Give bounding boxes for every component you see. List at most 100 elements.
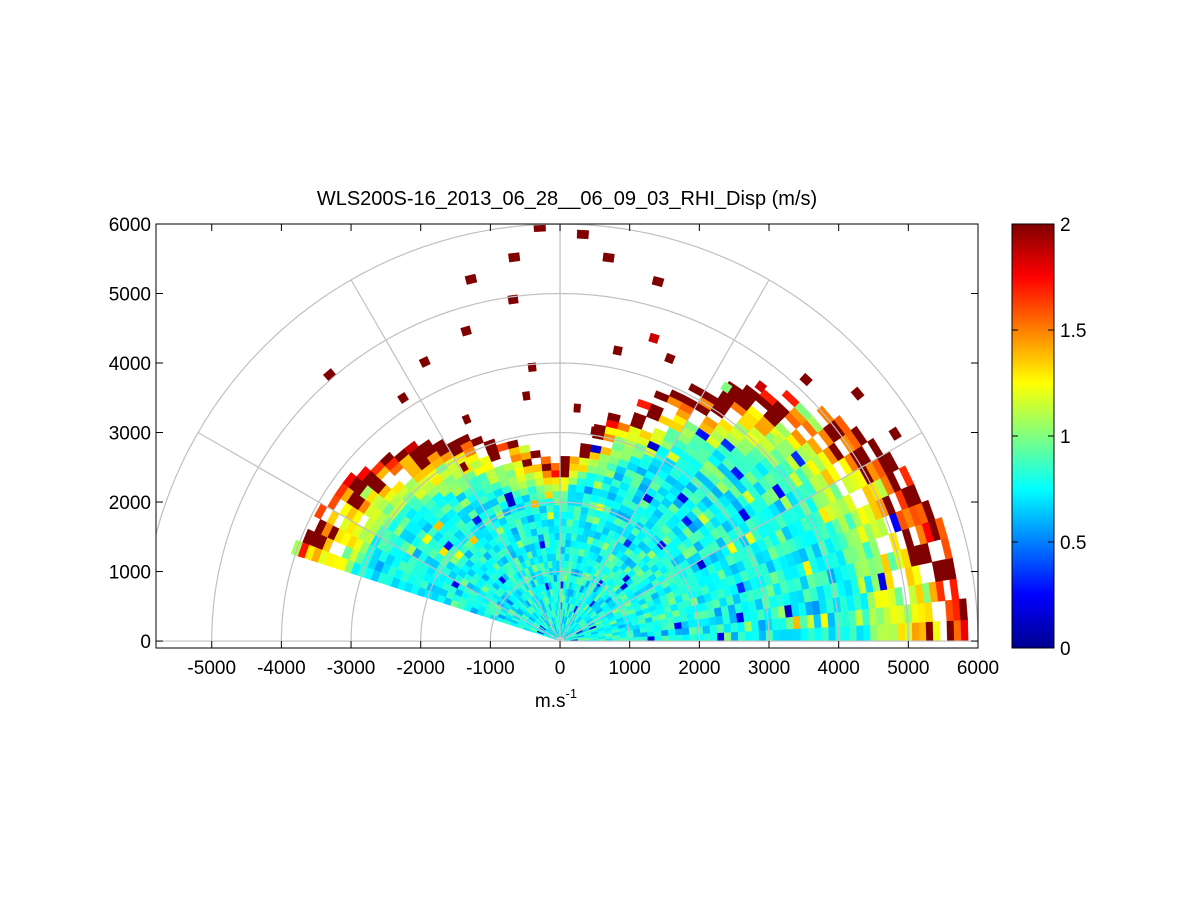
colorbar-tick-label: 1	[1060, 427, 1071, 448]
rhi-cell	[850, 425, 868, 446]
colorbar: 0 0.5 1 1.5 2	[1011, 215, 1086, 660]
rhi-cell	[529, 450, 541, 459]
rhi-cell	[636, 398, 652, 411]
rhi-cell	[708, 616, 717, 626]
rhi-cell	[573, 403, 582, 413]
rhi-cell	[703, 632, 711, 642]
plot-area	[156, 224, 978, 642]
rhi-cell	[397, 392, 409, 404]
rhi-cell	[579, 443, 592, 452]
rhi-cell	[680, 620, 690, 629]
rhi-cell	[890, 623, 899, 642]
rhi-cell	[563, 560, 569, 569]
x-tick-label: 4000	[818, 658, 860, 679]
rhi-cell	[541, 470, 552, 479]
rhi-cell	[564, 553, 570, 562]
rhi-cell	[754, 380, 768, 393]
rhi-cell	[653, 390, 670, 403]
rhi-cell	[883, 623, 892, 642]
rhi-cell	[554, 546, 561, 554]
rhi-cell	[652, 427, 667, 440]
rhi-cell	[689, 633, 697, 642]
rhi-cell	[559, 490, 569, 499]
rhi-cell	[894, 586, 904, 606]
colorbar-tick-label: 0.5	[1060, 533, 1086, 554]
rhi-cell	[723, 631, 732, 642]
rhi-cell	[564, 539, 571, 548]
rhi-cell	[771, 433, 784, 446]
rhi-cell	[418, 356, 431, 368]
rhi-cell	[570, 532, 578, 542]
rhi-cell	[792, 615, 801, 630]
rhi-cell	[925, 621, 934, 642]
rhi-cell	[562, 574, 568, 582]
azimuth-spoke	[350, 279, 561, 642]
rhi-cell	[575, 484, 585, 494]
y-tick-label: 0	[140, 632, 151, 653]
rhi-cell	[742, 384, 761, 401]
y-tick-label: 4000	[109, 354, 151, 375]
rhi-data-cells	[290, 224, 969, 642]
rhi-cell	[921, 499, 936, 522]
rhi-cell	[574, 491, 584, 500]
rhi-cell	[918, 621, 927, 642]
rhi-cell	[566, 504, 575, 513]
rhi-cell	[849, 625, 858, 642]
rhi-cell	[535, 484, 545, 494]
rhi-cell	[551, 490, 561, 499]
rhi-cell	[793, 628, 802, 642]
rhi-cell	[751, 630, 760, 642]
rhi-cell	[545, 504, 554, 513]
rhi-cell	[833, 415, 852, 435]
rhi-cell	[559, 525, 567, 534]
rhi-cell	[750, 620, 760, 632]
rhi-cell	[290, 539, 303, 557]
rhi-cell	[559, 483, 569, 492]
x-tick-label: 0	[555, 658, 566, 679]
rhi-cell	[565, 525, 573, 534]
x-tick-label: -5000	[187, 658, 236, 679]
rhi-cell	[720, 381, 733, 394]
rhi-cell	[559, 518, 567, 527]
rhi-cell	[847, 609, 857, 627]
rhi-cell	[775, 407, 788, 421]
rhi-cell	[647, 635, 656, 642]
colorbar-tick-label: 0	[1060, 639, 1071, 660]
rhi-cell	[722, 614, 731, 625]
rhi-cell	[464, 273, 478, 285]
rhi-cell	[730, 622, 739, 633]
rhi-cell	[568, 470, 579, 479]
rhi-cell	[459, 461, 469, 473]
rhi-cell	[559, 553, 565, 561]
rhi-cell	[813, 613, 822, 628]
rhi-cell	[552, 504, 561, 513]
rhi-cell	[567, 483, 577, 492]
rhi-cell	[877, 623, 885, 642]
rhi-cell	[568, 546, 576, 555]
rhi-cell	[576, 229, 590, 240]
x-tick-label: 5000	[887, 658, 929, 679]
rhi-cell	[547, 525, 555, 534]
rhi-cell	[958, 598, 968, 621]
x-axis-label-base: m.s	[535, 691, 566, 712]
rhi-cell	[566, 511, 574, 520]
rhi-cell	[664, 352, 676, 365]
rhi-cell	[573, 505, 582, 514]
rhi-cell	[828, 626, 837, 642]
rhi-cell	[667, 628, 676, 636]
rhi-cell	[654, 635, 662, 642]
x-tick-label: 3000	[748, 658, 790, 679]
rhi-cell	[569, 456, 580, 465]
rhi-cell	[771, 617, 781, 631]
x-axis-label: m.s-1	[535, 686, 577, 712]
rhi-cell	[814, 627, 823, 642]
rhi-cell	[531, 463, 543, 473]
rhi-cell	[550, 462, 561, 471]
rhi-cell	[821, 626, 830, 642]
rhi-cell	[534, 477, 544, 487]
rhi-cell	[960, 619, 969, 642]
rhi-cell	[806, 614, 815, 629]
rhi-cell	[717, 632, 725, 642]
rhi-cell	[640, 636, 649, 642]
